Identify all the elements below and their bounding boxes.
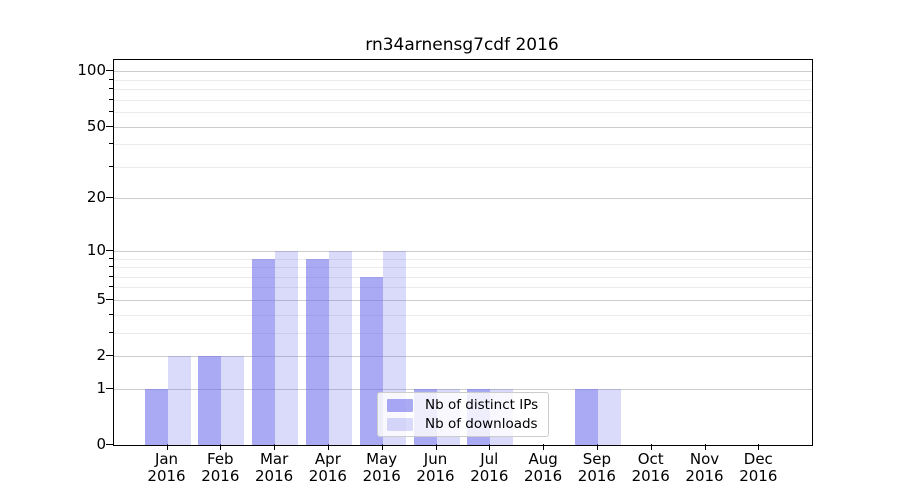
- x-tick-label: Sep 2016: [577, 450, 616, 485]
- gridline-minor: [114, 287, 812, 289]
- gridline-major: [114, 71, 812, 73]
- gridline-minor: [114, 79, 812, 81]
- x-tick: [650, 444, 652, 450]
- x-tick-label: Jan 2016: [147, 450, 186, 485]
- y-tick: [106, 125, 113, 127]
- y-tick-label: 10: [86, 240, 106, 259]
- y-tick: [106, 355, 113, 356]
- legend-label-distinct-ips: Nb of distinct IPs: [425, 397, 539, 413]
- y-tick: [106, 298, 113, 300]
- gridline-minor: [114, 332, 812, 334]
- bar-distinct-ips-Feb: [198, 356, 222, 445]
- x-tick: [220, 444, 222, 450]
- y-tick-minor: [109, 165, 113, 167]
- bar-distinct-ips-Sep: [574, 388, 598, 445]
- y-tick-label: 5: [96, 289, 106, 308]
- legend-label-downloads: Nb of downloads: [425, 416, 538, 432]
- y-tick: [106, 70, 113, 72]
- y-tick-label: 2: [96, 346, 106, 364]
- legend: Nb of distinct IPs Nb of downloads: [377, 392, 550, 437]
- x-tick-label: May 2016: [362, 450, 401, 485]
- y-tick-minor: [109, 98, 113, 100]
- x-tick: [758, 444, 760, 450]
- y-tick-minor: [109, 111, 113, 113]
- gridline-minor: [114, 144, 812, 146]
- legend-entry: Nb of downloads: [387, 416, 538, 432]
- x-tick: [327, 444, 329, 450]
- bar-downloads-Apr: [328, 250, 352, 445]
- y-tick-minor: [109, 331, 113, 333]
- x-tick: [596, 444, 598, 450]
- gridline-minor: [114, 99, 812, 101]
- y-tick-label: 100: [77, 61, 106, 80]
- y-tick-minor: [109, 143, 113, 145]
- y-tick: [106, 444, 113, 445]
- bar-downloads-Sep: [597, 388, 621, 445]
- y-tick-label: 50: [86, 116, 106, 135]
- y-tick: [106, 249, 113, 251]
- x-tick: [704, 444, 706, 450]
- x-tick-label: Oct 2016: [631, 450, 670, 485]
- y-tick-label: 0: [96, 435, 106, 453]
- x-tick: [274, 444, 276, 450]
- gridline-major: [114, 356, 812, 357]
- x-tick: [166, 444, 168, 450]
- x-tick-label: Dec 2016: [739, 450, 778, 485]
- legend-swatch-distinct-ips: [387, 398, 413, 412]
- y-tick-minor: [109, 275, 113, 277]
- bar-downloads-Jan: [167, 356, 191, 445]
- y-tick-minor: [109, 266, 113, 267]
- x-tick: [435, 444, 437, 450]
- y-tick-minor: [109, 313, 113, 315]
- y-tick-minor: [109, 257, 113, 259]
- x-tick-label: Mar 2016: [255, 450, 294, 485]
- chart-title: rn34arnensg7cdf 2016: [365, 35, 559, 55]
- x-tick-label: Apr 2016: [308, 450, 347, 485]
- x-tick-label: Aug 2016: [524, 450, 563, 485]
- gridline-major: [114, 250, 812, 252]
- gridline-minor: [114, 276, 812, 278]
- gridline-major: [114, 299, 812, 301]
- y-tick-minor: [109, 88, 113, 90]
- gridline-minor: [114, 267, 812, 268]
- bar-distinct-ips-Apr: [305, 258, 329, 445]
- gridline-minor: [114, 314, 812, 316]
- gridline-major: [114, 388, 812, 390]
- bar-distinct-ips-Jan: [144, 388, 168, 445]
- bar-distinct-ips-May: [359, 276, 383, 445]
- x-tick: [489, 444, 491, 450]
- y-tick-minor: [109, 286, 113, 288]
- bar-distinct-ips-Mar: [252, 258, 276, 445]
- x-tick-label: Jun 2016: [416, 450, 455, 485]
- y-tick-label: 1: [96, 378, 106, 397]
- gridline-major: [114, 198, 812, 200]
- gridline-minor: [114, 166, 812, 168]
- y-tick: [106, 387, 113, 389]
- y-tick-minor: [109, 78, 113, 80]
- bar-downloads-Mar: [275, 250, 299, 445]
- gridline-minor: [114, 89, 812, 91]
- plot-area: [113, 59, 813, 446]
- x-tick-label: Jul 2016: [470, 450, 509, 485]
- x-tick-label: Feb 2016: [201, 450, 240, 485]
- bar-downloads-Feb: [221, 356, 245, 445]
- legend-swatch-downloads: [387, 417, 413, 431]
- gridline-minor: [114, 112, 812, 114]
- gridline-major: [114, 126, 812, 128]
- y-tick: [106, 197, 113, 199]
- legend-entry: Nb of distinct IPs: [387, 397, 538, 413]
- x-tick-label: Nov 2016: [685, 450, 724, 485]
- y-tick-label: 20: [86, 188, 106, 207]
- x-tick: [543, 444, 545, 450]
- x-tick: [381, 444, 383, 450]
- gridline-minor: [114, 258, 812, 260]
